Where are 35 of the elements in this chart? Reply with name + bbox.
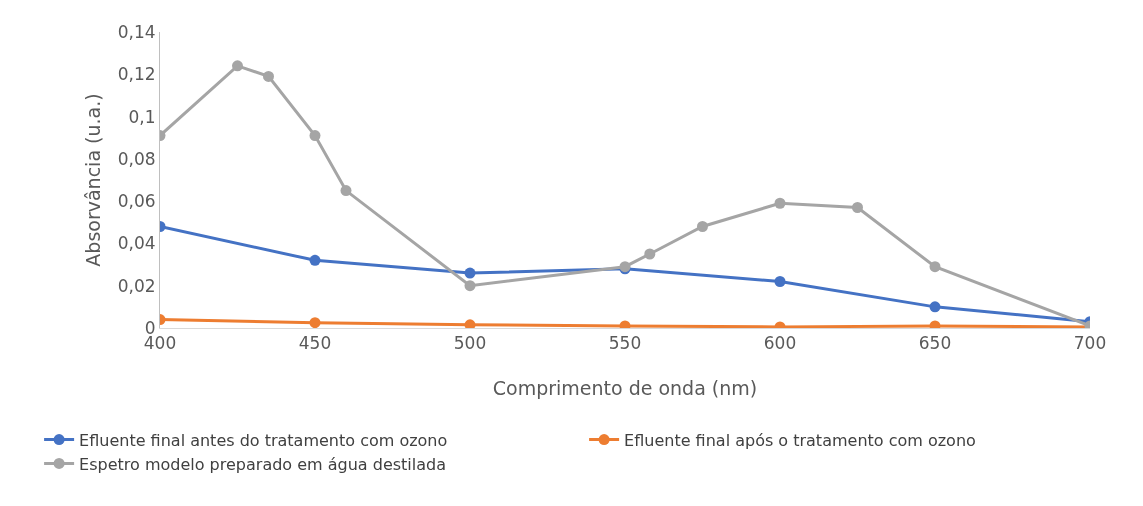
- point: [340, 185, 352, 197]
- point: [644, 248, 656, 260]
- x-tick-label: 600: [763, 333, 797, 354]
- point: [929, 261, 941, 273]
- y-tick-label: 0,12: [117, 64, 156, 85]
- point: [774, 197, 786, 209]
- x-tick-label: 700: [1073, 333, 1107, 354]
- point: [309, 317, 321, 328]
- point: [929, 301, 941, 313]
- point: [852, 201, 863, 213]
- point: [263, 70, 274, 82]
- x-tick-label: 450: [298, 333, 332, 354]
- point: [232, 60, 243, 72]
- legend-label: Efluente final antes do tratamento com ozono: [79, 430, 448, 450]
- point: [774, 275, 786, 287]
- x-axis-title: Comprimento de onda (nm): [492, 377, 758, 399]
- point: [309, 254, 321, 266]
- x-tick-label: 400: [143, 333, 177, 354]
- point: [464, 267, 476, 279]
- y-tick-label: 0,02: [117, 275, 156, 296]
- point: [309, 130, 321, 142]
- point: [464, 319, 476, 328]
- y-tick-label: 0,06: [117, 191, 156, 212]
- x-tick-label: 550: [608, 333, 642, 354]
- y-tick-label: 0,08: [117, 148, 156, 169]
- y-axis-title: Absorvância (u.a.): [81, 93, 104, 267]
- point: [464, 280, 476, 292]
- y-tick-label: 0,14: [117, 21, 156, 42]
- y-tick-label: 0,04: [117, 233, 156, 254]
- y-tick-label: 0,1: [128, 106, 156, 127]
- x-tick-label: 650: [918, 333, 952, 354]
- legend-label: Espetro modelo preparado em água destilada: [79, 454, 446, 474]
- legend-label: Efluente final após o tratamento com ozono: [624, 430, 976, 450]
- x-tick-label: 500: [453, 333, 487, 354]
- point: [697, 221, 708, 233]
